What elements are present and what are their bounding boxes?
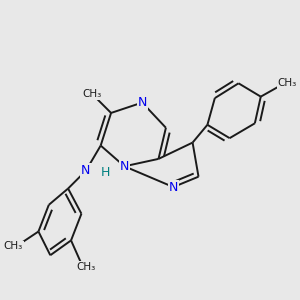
Text: CH₃: CH₃ — [278, 78, 297, 88]
Text: H: H — [100, 166, 110, 179]
Text: CH₃: CH₃ — [4, 241, 23, 251]
Text: CH₃: CH₃ — [82, 89, 101, 99]
Text: CH₃: CH₃ — [76, 262, 95, 272]
Text: N: N — [169, 181, 178, 194]
Text: N: N — [81, 164, 91, 177]
Text: N: N — [137, 96, 147, 109]
Text: N: N — [120, 160, 129, 173]
